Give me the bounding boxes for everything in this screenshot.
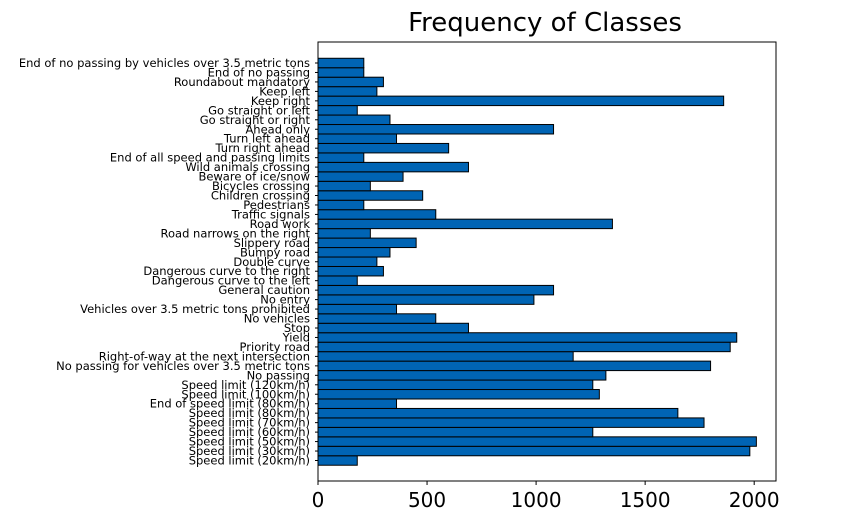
y-tick-label-32: End of all speed and passing limits bbox=[110, 151, 310, 165]
y-tick-label-37: Go straight or left bbox=[208, 103, 310, 117]
bar-12 bbox=[317, 341, 731, 353]
bar-27 bbox=[317, 199, 365, 211]
y-tick-labels: Speed limit (20km/h)Speed limit (30km/h)… bbox=[19, 56, 318, 468]
y-tick-label-34: Turn left ahead bbox=[223, 132, 310, 146]
bar-31 bbox=[317, 161, 469, 173]
y-tick-label-28: Children crossing bbox=[211, 189, 310, 203]
y-tick-label-24: Road narrows on the right bbox=[161, 226, 311, 240]
bar-13 bbox=[317, 332, 738, 343]
y-tick-label-35: Ahead only bbox=[245, 122, 310, 136]
bar-30 bbox=[317, 171, 404, 182]
y-tick-label-1: Speed limit (30km/h) bbox=[189, 444, 310, 458]
bar-41 bbox=[317, 67, 365, 78]
bar-16 bbox=[317, 303, 398, 315]
y-tick-label-40: Roundabout mandatory bbox=[174, 75, 310, 89]
bar-10 bbox=[317, 360, 712, 372]
bar-9 bbox=[317, 370, 607, 381]
x-tick-label-4: 2000 bbox=[729, 488, 780, 512]
y-tick-label-27: Pedestrians bbox=[243, 198, 310, 212]
y-tick-label-31: Wild animals crossing bbox=[185, 160, 310, 174]
y-tick-label-6: End of speed limit (80km/h) bbox=[150, 397, 310, 411]
bar-19 bbox=[317, 275, 358, 286]
y-tick-label-9: No passing bbox=[247, 368, 310, 382]
y-tick-label-29: Bicycles crossing bbox=[212, 179, 310, 193]
y-tick-label-23: Slippery road bbox=[234, 236, 310, 250]
bar-34 bbox=[317, 133, 398, 144]
y-tick-label-12: Priority road bbox=[240, 340, 310, 354]
y-tick-label-0: Speed limit (20km/h) bbox=[189, 454, 310, 468]
y-tick-label-2: Speed limit (50km/h) bbox=[189, 435, 310, 449]
y-tick-label-42: End of no passing by vehicles over 3.5 m… bbox=[19, 56, 310, 70]
y-tick-label-10: No passing for vehicles over 3.5 metric … bbox=[56, 359, 310, 373]
y-tick-label-26: Traffic signals bbox=[231, 207, 310, 221]
x-tick-label-0: 0 bbox=[312, 488, 325, 512]
y-tick-label-33: Turn right ahead bbox=[215, 141, 310, 155]
bar-5 bbox=[317, 407, 679, 419]
y-tick-label-16: Vehicles over 3.5 metric tons prohibited bbox=[80, 302, 310, 316]
bar-8 bbox=[317, 379, 594, 391]
bar-26 bbox=[317, 209, 437, 220]
bar-4 bbox=[317, 417, 705, 428]
y-tick-label-41: End of no passing bbox=[208, 65, 310, 79]
bar-6 bbox=[317, 398, 398, 409]
bar-3 bbox=[317, 426, 594, 438]
y-tick-label-18: General caution bbox=[218, 283, 310, 297]
bar-23 bbox=[317, 237, 417, 249]
y-tick-label-5: Speed limit (80km/h) bbox=[189, 406, 310, 420]
y-tick-label-8: Speed limit (120km/h) bbox=[181, 378, 310, 392]
y-tick-label-39: Keep left bbox=[259, 84, 310, 98]
bar-28 bbox=[317, 190, 424, 201]
bar-0 bbox=[317, 455, 358, 466]
y-tick-label-4: Speed limit (70km/h) bbox=[189, 416, 310, 430]
y-tick-label-11: Right-of-way at the next intersection bbox=[99, 349, 310, 363]
x-tick-label-3: 1500 bbox=[620, 488, 671, 512]
bar-22 bbox=[317, 247, 391, 258]
y-tick-label-20: Dangerous curve to the right bbox=[143, 264, 310, 278]
x-tick-label-2: 1000 bbox=[511, 488, 562, 512]
bar-11 bbox=[317, 351, 574, 362]
bar-18 bbox=[317, 284, 555, 296]
bar-17 bbox=[317, 294, 535, 305]
bar-15 bbox=[317, 313, 437, 324]
bar-25 bbox=[317, 218, 613, 230]
bar-7 bbox=[317, 389, 600, 400]
y-tick-label-22: Bumpy road bbox=[240, 245, 310, 259]
bar-35 bbox=[317, 124, 555, 135]
y-tick-label-19: Dangerous curve to the left bbox=[152, 274, 311, 288]
bar-42 bbox=[317, 57, 365, 69]
bars-group bbox=[317, 57, 757, 466]
bar-24 bbox=[317, 228, 371, 239]
bar-37 bbox=[317, 105, 358, 116]
y-tick-label-30: Beware of ice/snow bbox=[198, 170, 310, 184]
y-tick-label-7: Speed limit (100km/h) bbox=[181, 387, 310, 401]
y-tick-label-21: Double curve bbox=[233, 255, 310, 269]
bar-40 bbox=[317, 76, 384, 88]
chart-title: Frequency of Classes bbox=[408, 8, 682, 38]
bar-32 bbox=[317, 152, 365, 163]
x-axis: 0 500 1000 1500 2000 bbox=[312, 481, 780, 512]
plot-frame bbox=[317, 41, 777, 482]
y-tick-label-13: Yield bbox=[282, 330, 310, 344]
bar-38 bbox=[317, 95, 725, 107]
y-tick-label-15: No vehicles bbox=[244, 312, 310, 326]
bar-39 bbox=[317, 86, 378, 97]
y-tick-label-25: Road work bbox=[250, 217, 311, 231]
x-tick-label-1: 500 bbox=[408, 488, 446, 512]
bar-29 bbox=[317, 180, 371, 192]
bar-1 bbox=[317, 445, 751, 457]
bar-2 bbox=[317, 436, 757, 447]
y-tick-label-38: Keep right bbox=[251, 94, 311, 108]
y-tick-label-3: Speed limit (60km/h) bbox=[189, 425, 310, 439]
y-tick-label-17: No entry bbox=[260, 293, 310, 307]
bar-36 bbox=[317, 114, 391, 126]
bar-33 bbox=[317, 142, 450, 154]
bar-14 bbox=[317, 322, 469, 334]
y-tick-label-36: Go straight or right bbox=[200, 113, 311, 127]
bar-21 bbox=[317, 256, 378, 267]
y-tick-label-14: Stop bbox=[284, 321, 310, 335]
bar-20 bbox=[317, 265, 384, 277]
